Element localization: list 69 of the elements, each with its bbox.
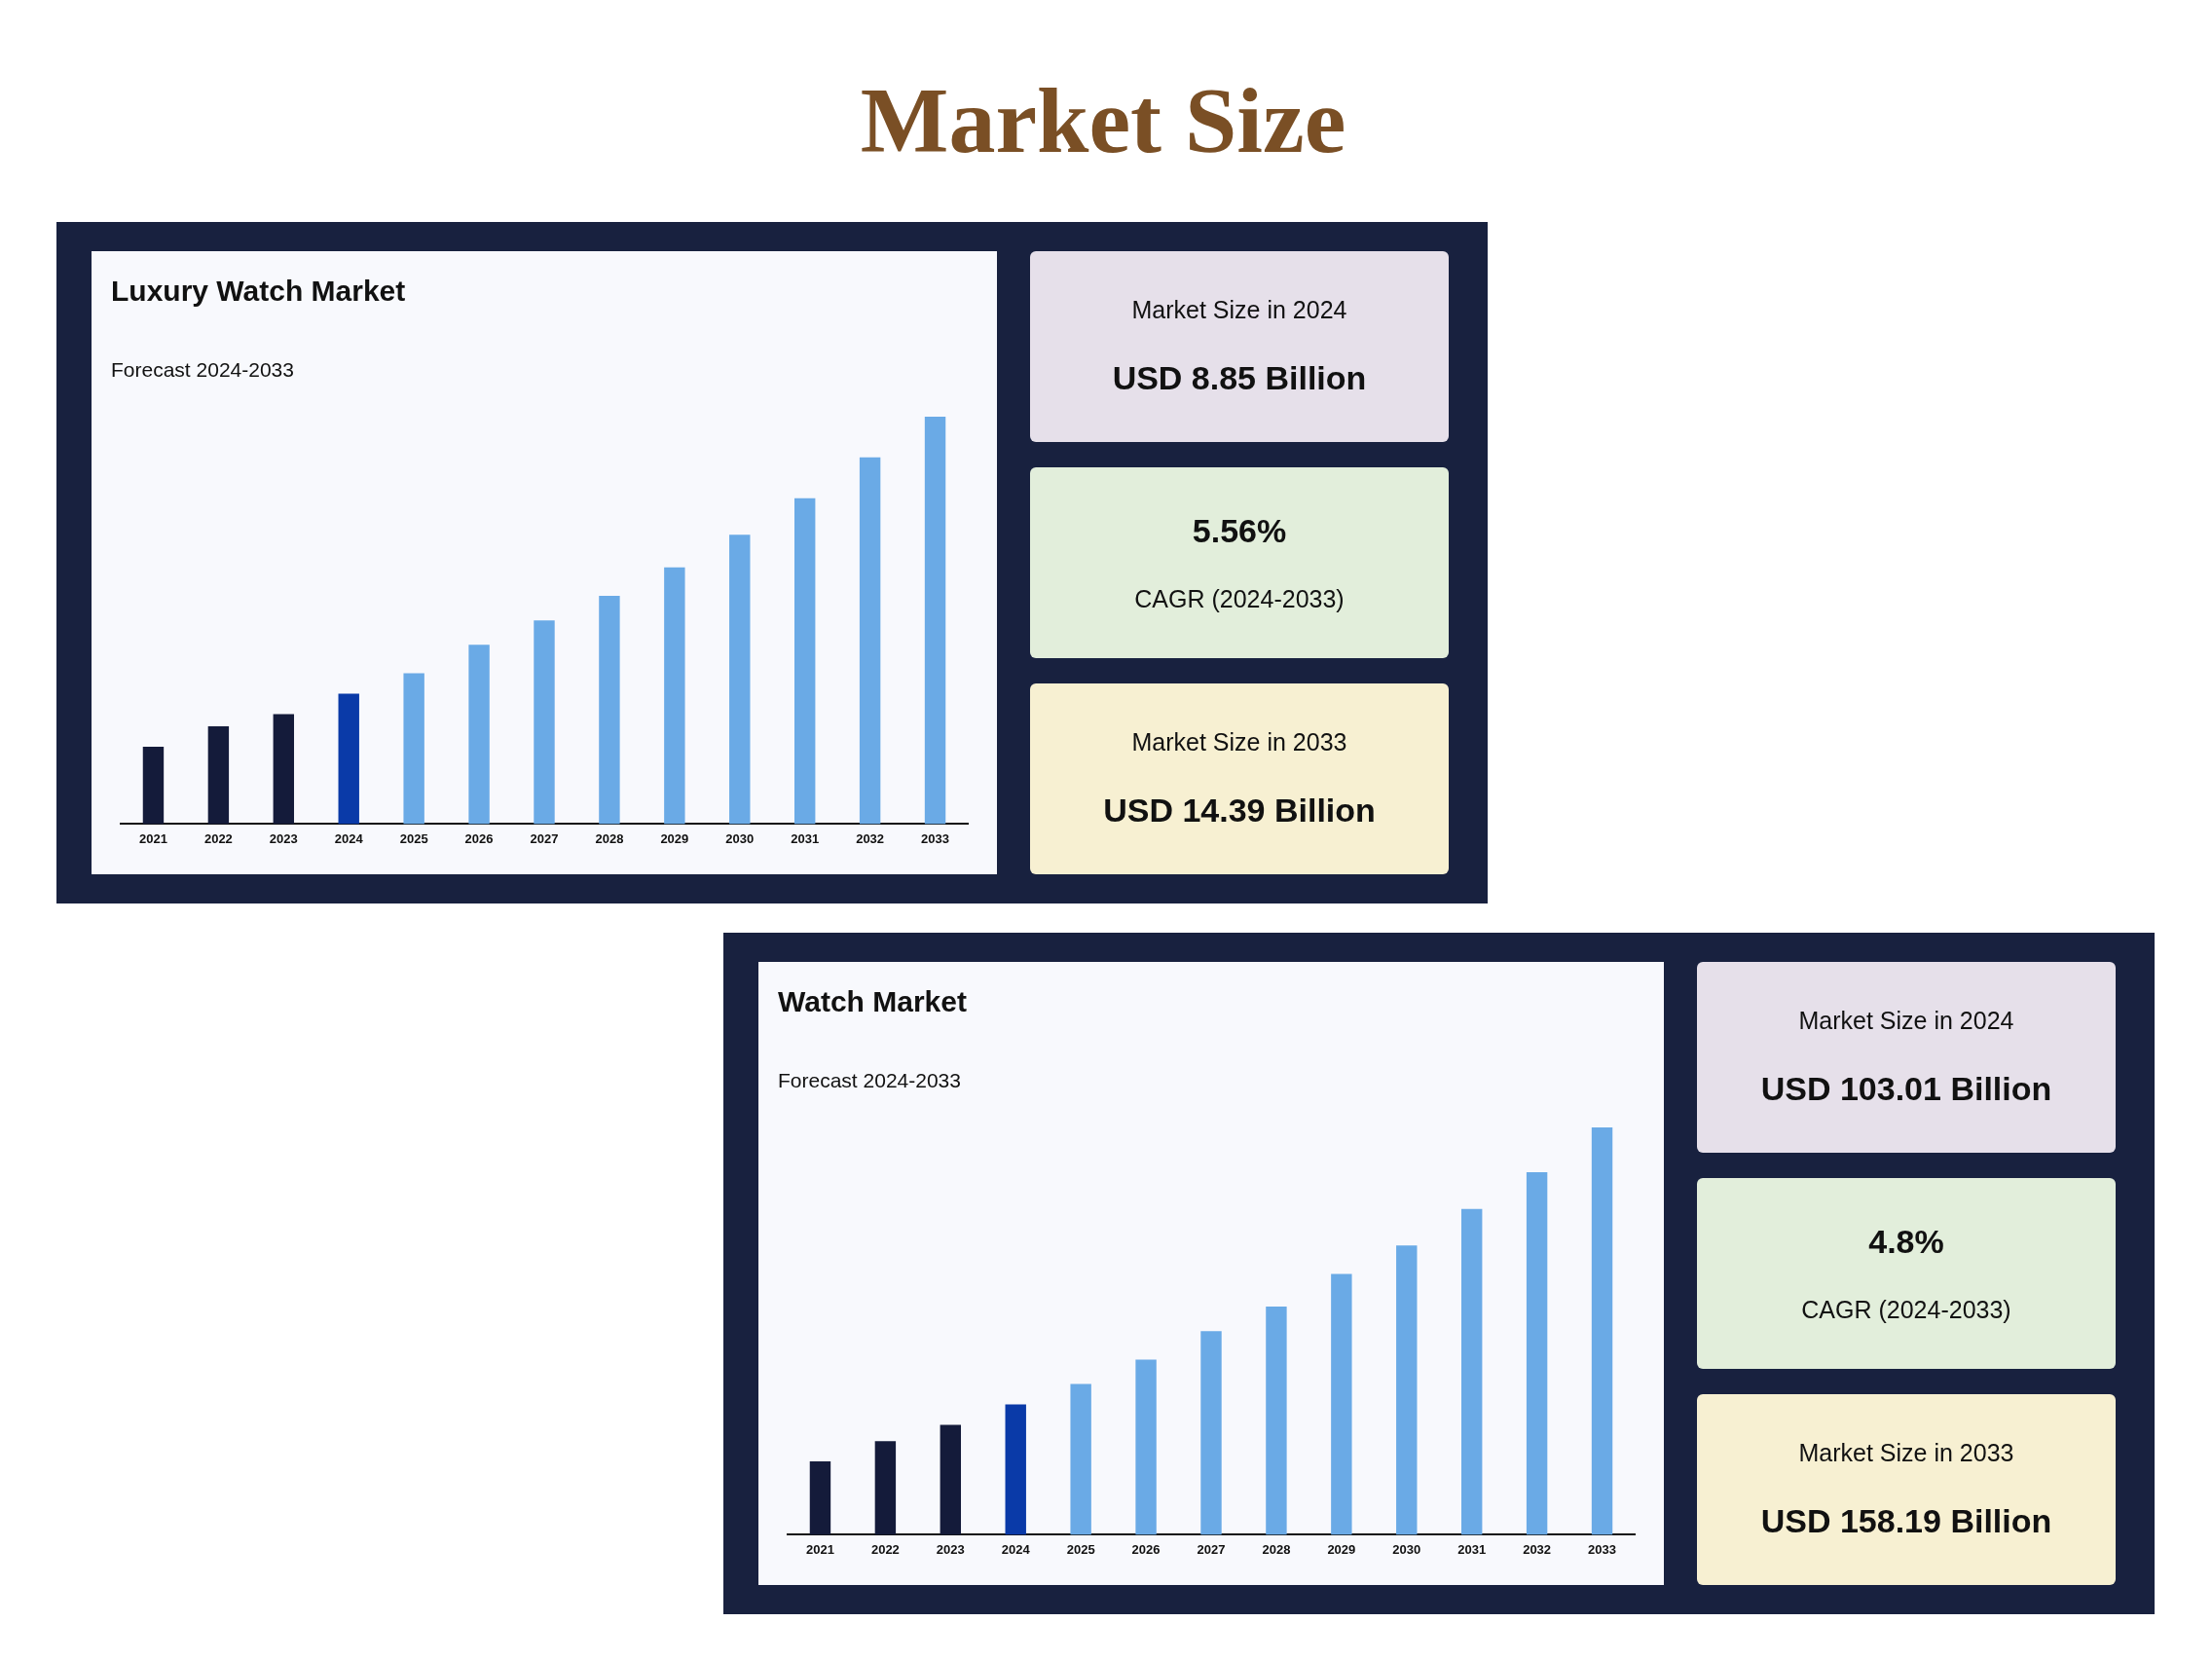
bar bbox=[1070, 1383, 1091, 1535]
text: CAGR (2024-2033) bbox=[1134, 585, 1345, 613]
bar bbox=[468, 645, 490, 825]
bar bbox=[142, 746, 165, 825]
x-tick-label: 2025 bbox=[1066, 1541, 1095, 1557]
text: USD 103.01 Billion bbox=[1760, 1070, 2052, 1108]
x-tick-label: 2032 bbox=[856, 830, 885, 846]
x-tick-label: 2021 bbox=[139, 830, 167, 846]
x-tick-label: 2032 bbox=[1523, 1541, 1552, 1557]
x-tick-label: 2025 bbox=[399, 830, 428, 846]
bar bbox=[599, 596, 620, 825]
x-tick-label: 2033 bbox=[921, 830, 949, 846]
x-tick-label: 2026 bbox=[464, 830, 494, 846]
x-tick-label: 2027 bbox=[530, 830, 559, 846]
bar bbox=[664, 567, 685, 825]
bar bbox=[859, 457, 881, 825]
text: Market Size bbox=[859, 67, 1347, 174]
x-tick-label: 2024 bbox=[1001, 1541, 1031, 1557]
bar bbox=[924, 417, 946, 825]
bar bbox=[729, 535, 751, 825]
chart-subtitle: Forecast 2024-2033 bbox=[111, 358, 294, 382]
text: CAGR (2024-2033) bbox=[1801, 1296, 2011, 1324]
text: USD 158.19 Billion bbox=[1760, 1502, 2052, 1540]
text: Market Size in 2024 bbox=[1798, 1007, 2014, 1035]
x-tick-label: 2030 bbox=[1392, 1541, 1421, 1557]
bar bbox=[809, 1461, 831, 1535]
x-tick-label: 2029 bbox=[660, 830, 689, 846]
bar bbox=[338, 693, 359, 825]
x-tick-label: 2023 bbox=[936, 1541, 965, 1557]
bar bbox=[403, 673, 424, 825]
text: USD 14.39 Billion bbox=[1103, 792, 1376, 830]
x-tick-label: 2023 bbox=[269, 830, 298, 846]
bar bbox=[534, 620, 555, 825]
bar bbox=[273, 714, 295, 825]
bar bbox=[1526, 1172, 1548, 1535]
x-tick-label: 2033 bbox=[1588, 1541, 1616, 1557]
x-tick-label: 2028 bbox=[595, 830, 624, 846]
x-tick-label: 2027 bbox=[1197, 1541, 1226, 1557]
x-tick-label: 2022 bbox=[203, 830, 233, 846]
chart-subtitle: Forecast 2024-2033 bbox=[778, 1069, 961, 1092]
bar bbox=[1331, 1273, 1352, 1535]
bar bbox=[1591, 1127, 1613, 1535]
x-tick-label: 2022 bbox=[870, 1541, 900, 1557]
bar bbox=[1005, 1404, 1026, 1535]
x-tick-label: 2021 bbox=[806, 1541, 834, 1557]
text: Market Size in 2024 bbox=[1131, 296, 1347, 324]
chart-title: Watch Market bbox=[778, 985, 967, 1018]
text: USD 8.85 Billion bbox=[1112, 359, 1367, 397]
x-tick-label: 2024 bbox=[334, 830, 364, 846]
text: Market Size in 2033 bbox=[1131, 728, 1347, 756]
bar bbox=[874, 1441, 897, 1535]
x-tick-label: 2026 bbox=[1131, 1541, 1161, 1557]
bar bbox=[1396, 1245, 1418, 1535]
x-tick-label: 2030 bbox=[725, 830, 755, 846]
bar bbox=[793, 498, 816, 825]
chart-title: Luxury Watch Market bbox=[111, 275, 406, 308]
x-tick-label: 2029 bbox=[1327, 1541, 1356, 1557]
text: 5.56% bbox=[1192, 512, 1287, 550]
x-tick-label: 2028 bbox=[1262, 1541, 1291, 1557]
bar bbox=[940, 1424, 962, 1535]
text: Market Size in 2033 bbox=[1798, 1439, 2014, 1467]
text: 4.8% bbox=[1868, 1223, 1944, 1261]
bar bbox=[207, 725, 230, 825]
bar bbox=[1266, 1307, 1287, 1535]
bar bbox=[1460, 1208, 1483, 1535]
x-tick-label: 2031 bbox=[791, 830, 820, 846]
bar bbox=[1135, 1359, 1157, 1535]
bar bbox=[1200, 1331, 1222, 1535]
x-tick-label: 2031 bbox=[1457, 1541, 1487, 1557]
